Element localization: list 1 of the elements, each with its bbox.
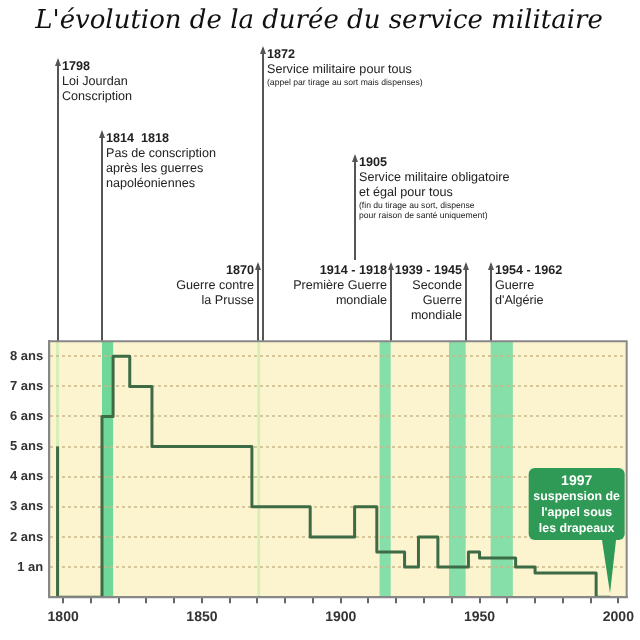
chart-title: L'évolution de la durée du service militaire bbox=[33, 6, 604, 37]
